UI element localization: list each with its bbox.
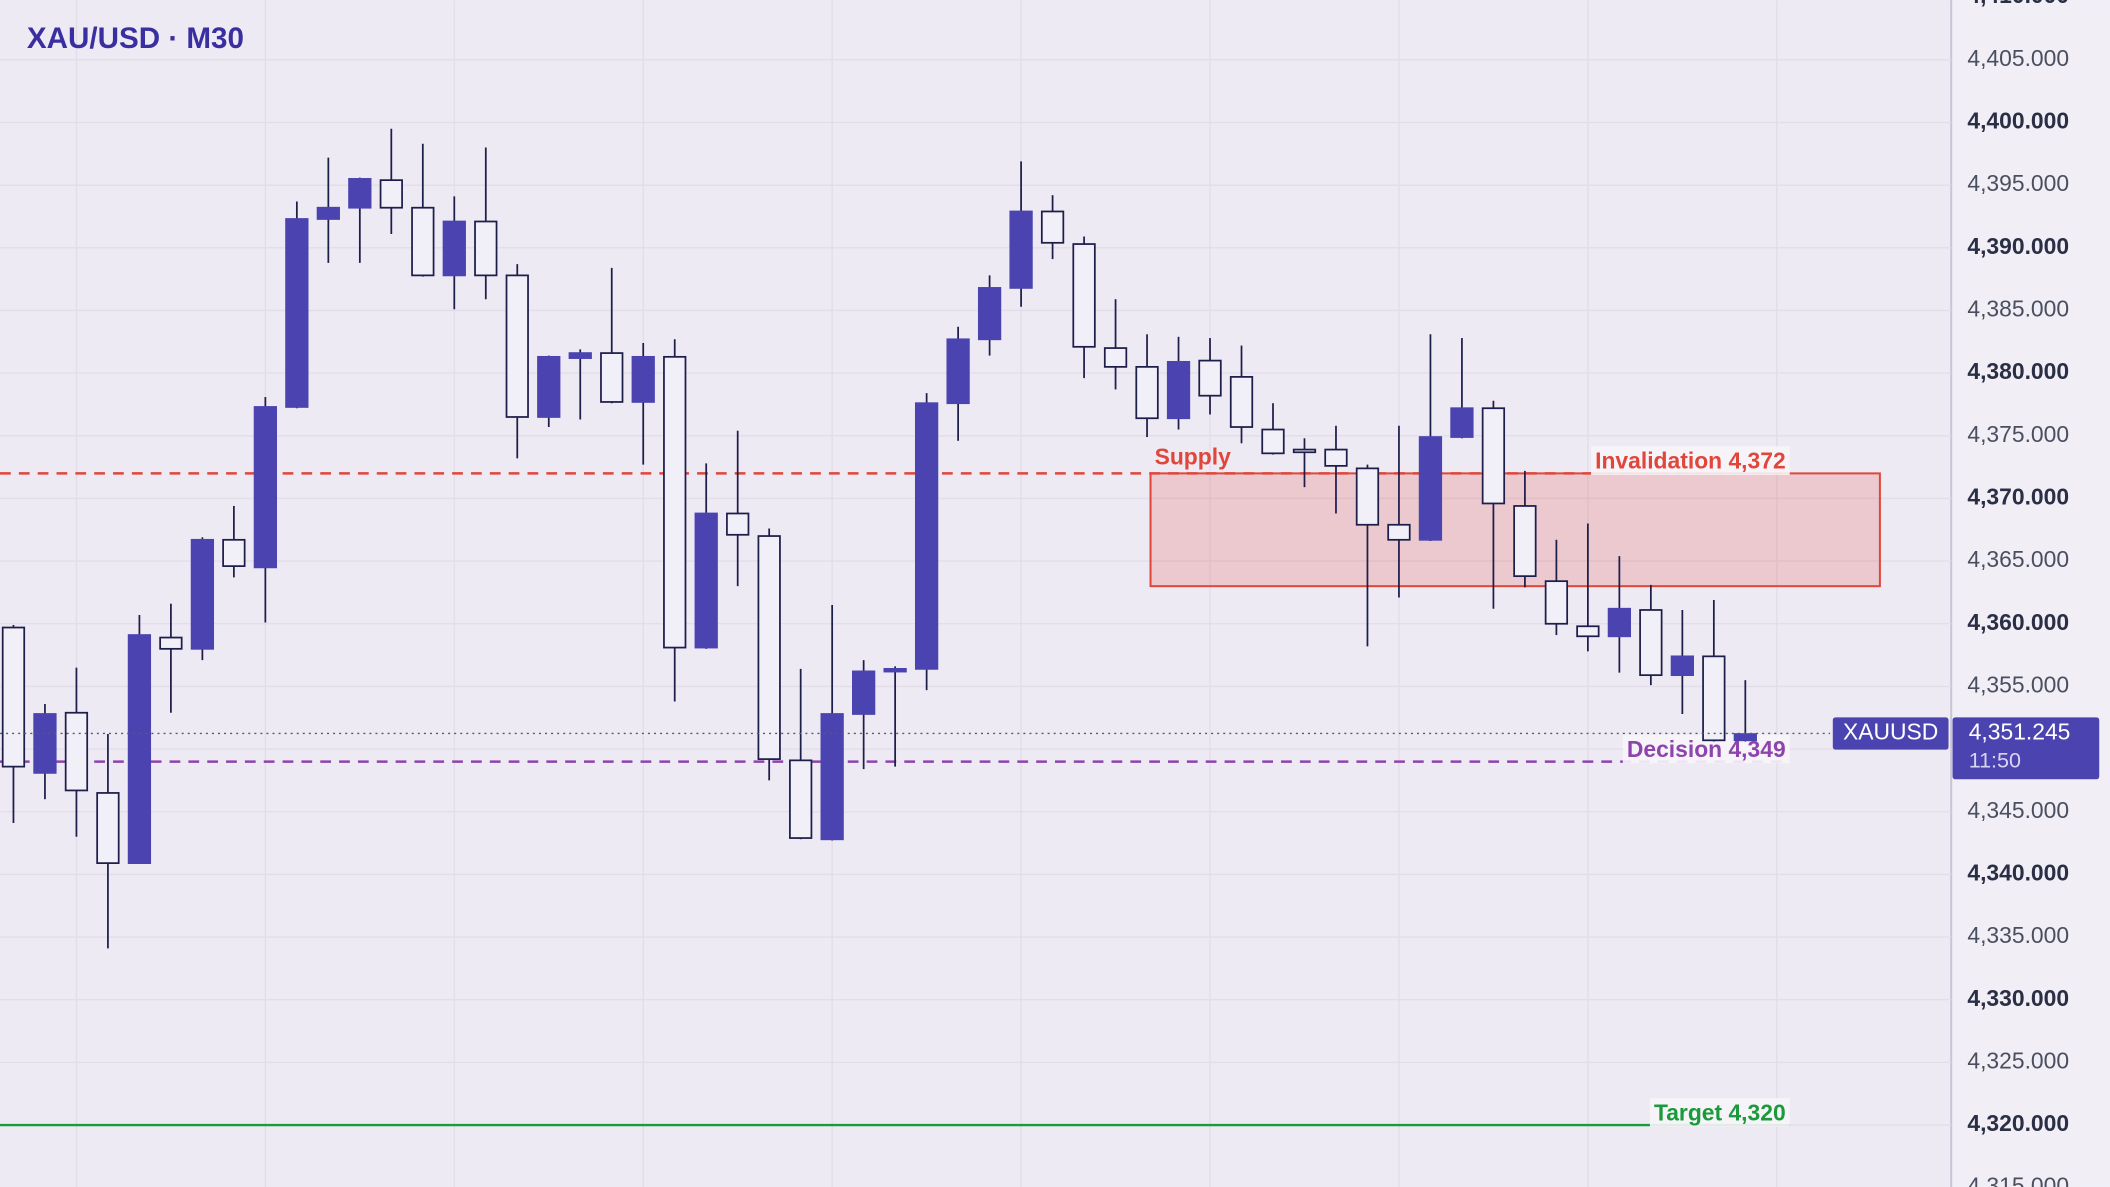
y-tick-label: 4,340.000 [1967, 859, 2069, 885]
y-tick-label: 4,330.000 [1967, 985, 2069, 1011]
y-tick-label: 4,380.000 [1967, 358, 2069, 384]
candle-body-bull [33, 713, 57, 774]
candle-body-bull [1009, 210, 1033, 289]
candle-body-bull [253, 406, 278, 569]
candle-body-bull [883, 668, 907, 673]
candle-body-bear [1544, 580, 1569, 625]
candle-body-bear [1576, 625, 1600, 638]
candle-body-bull [1733, 733, 1757, 742]
candle-body-bull [852, 670, 876, 715]
candle-body-bear [96, 792, 120, 864]
candle-body-bear [1702, 655, 1726, 742]
candle-body-bear [600, 352, 624, 403]
price-tag [1952, 717, 2100, 780]
candle-body-bull [1670, 655, 1694, 677]
candle-body-bear [1324, 448, 1348, 467]
candle-body-bear [1481, 407, 1506, 505]
y-tick-label: 4,410.000 [1967, 0, 2069, 8]
candle-body-bear [1639, 609, 1663, 677]
candle-body-bull [285, 218, 309, 408]
level-label-background [1591, 446, 1790, 476]
candle-body-bear [159, 636, 183, 650]
candle-body-bull [537, 355, 561, 418]
candle-body-bear [726, 512, 750, 536]
y-tick-label: 4,345.000 [1967, 797, 2069, 823]
candle-body-bear [1355, 467, 1380, 526]
candle-body-bull [820, 713, 844, 841]
symbol-tag [1832, 717, 1949, 750]
candle-body-bull [1418, 436, 1443, 541]
level-label: Invalidation 4,372 [1595, 448, 1786, 474]
candle-body-bull [442, 220, 466, 277]
candle-body-bull [568, 352, 592, 359]
y-tick-label: 4,325.000 [1967, 1047, 2069, 1073]
y-tick-label: 4,405.000 [1967, 45, 2069, 71]
candle-body-bear [222, 538, 246, 567]
candle-body-bull [946, 338, 970, 405]
candle-body-bear [663, 355, 687, 649]
y-tick-label: 4,355.000 [1967, 671, 2069, 697]
candle-body-bear [757, 535, 781, 760]
candle-body-bear [474, 220, 498, 277]
zone-label: Supply [1155, 444, 1231, 470]
candle-body-bear [1387, 523, 1411, 541]
candle-body-bull [1607, 607, 1632, 638]
symbol-tag-text: XAUUSD [1843, 719, 1938, 745]
y-tick-label: 4,315.000 [1967, 1173, 2069, 1187]
y-tick-label: 4,360.000 [1967, 609, 2069, 635]
price-tag-value: 4,351.245 [1969, 719, 2071, 745]
candle-body-bear [1261, 428, 1285, 455]
candle-body-bear [1229, 376, 1254, 428]
candle-body-bull [694, 512, 718, 649]
candle-body-bear [1135, 365, 1159, 420]
y-tick-label: 4,385.000 [1967, 296, 2069, 322]
candle-body-bear [1, 626, 26, 768]
level-label: Target 4,320 [1654, 1099, 1786, 1125]
candle-body-bear [1072, 243, 1096, 348]
level-label-background [1649, 1097, 1790, 1127]
y-tick-label: 4,375.000 [1967, 421, 2069, 447]
y-tick-label: 4,400.000 [1967, 108, 2069, 134]
y-tick-label: 4,335.000 [1967, 922, 2069, 948]
price-tag-countdown: 11:50 [1969, 748, 2021, 772]
candle-body-bull [127, 634, 152, 864]
y-tick-label: 4,365.000 [1967, 546, 2069, 572]
candle-body-bear [64, 711, 89, 792]
candle-body-bull [631, 355, 655, 403]
candle-body-bear [789, 759, 813, 839]
chart-title: XAU/USD · M30 [27, 22, 244, 55]
candle-body-bear [1292, 448, 1317, 454]
candle-body-bear [1040, 210, 1065, 244]
candle-body-bull [977, 287, 1002, 341]
candle-body-bear [379, 179, 403, 209]
y-tick-label: 4,390.000 [1967, 233, 2069, 259]
candle-body-bear [1513, 505, 1537, 578]
y-tick-label: 4,395.000 [1967, 170, 2069, 196]
candle-body-bear [1198, 359, 1222, 397]
y-tick-label: 4,370.000 [1967, 483, 2069, 509]
candle-body-bull [316, 206, 340, 220]
candle-body-bull [1450, 407, 1474, 438]
candle-body-bull [1166, 360, 1191, 420]
candle-body-bull [348, 178, 372, 209]
candle-body-bull [914, 402, 939, 670]
candle-body-bear [505, 274, 529, 418]
candle-body-bear [1103, 347, 1128, 368]
price-axis-background [1951, 0, 2110, 1187]
y-tick-label: 4,320.000 [1967, 1110, 2069, 1136]
candle-body-bear [411, 206, 435, 277]
candle-body-bull [190, 538, 215, 650]
